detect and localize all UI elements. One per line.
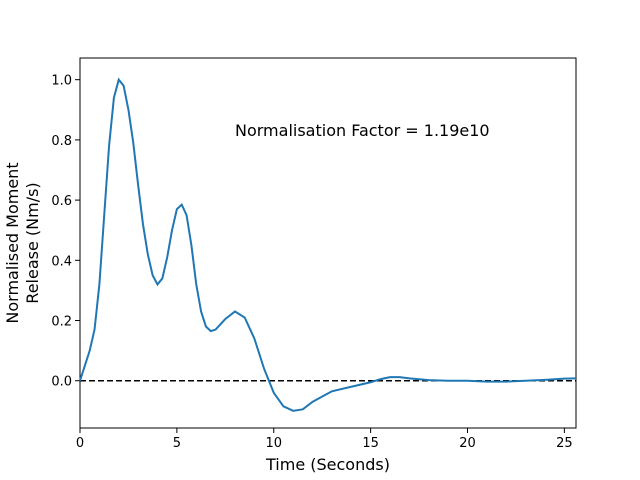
x-tick-label: 5 <box>173 436 181 451</box>
x-tick-label: 15 <box>362 436 379 451</box>
y-tick-label: 0.8 <box>51 134 72 149</box>
y-axis-label: Release (Nm/s) <box>23 182 42 303</box>
x-tick-label: 0 <box>76 436 84 451</box>
axes-frame <box>79 57 577 429</box>
y-axis-label: Normalised Moment <box>3 162 22 323</box>
x-tick-label: 20 <box>459 436 476 451</box>
x-tick-label: 10 <box>265 436 282 451</box>
data-line <box>79 77 577 412</box>
x-axis-label: Time (Seconds) <box>265 455 390 474</box>
annotation: Normalisation Factor = 1.19e10 <box>235 121 490 140</box>
y-tick-label: 0.2 <box>51 315 72 330</box>
y-tick-label: 0.4 <box>51 254 72 269</box>
y-tick-label: 0.6 <box>51 194 72 209</box>
y-tick-label: 0.0 <box>51 375 72 390</box>
y-tick-label: 1.0 <box>51 74 72 89</box>
x-tick-label: 25 <box>556 436 573 451</box>
